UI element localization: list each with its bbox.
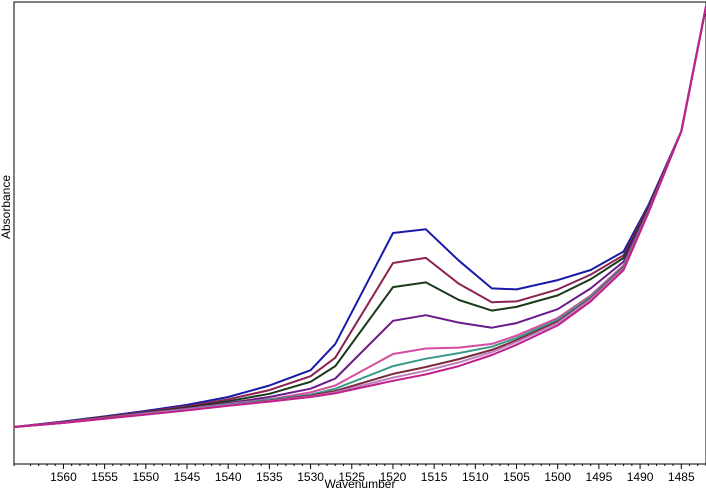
y-axis-title: Absorbance bbox=[0, 175, 13, 239]
series-line-9 bbox=[13, 6, 706, 428]
series-layer bbox=[13, 6, 706, 428]
x-tick-label: 1485 bbox=[668, 470, 695, 484]
x-tick-label: 1495 bbox=[586, 470, 613, 484]
x-tick-label: 1545 bbox=[174, 470, 201, 484]
x-tick-label: 1510 bbox=[462, 470, 489, 484]
x-tick-label: 1555 bbox=[91, 470, 118, 484]
x-tick-label: 1520 bbox=[380, 470, 407, 484]
x-tick-label: 1525 bbox=[338, 470, 365, 484]
x-tick-label: 1535 bbox=[256, 470, 283, 484]
x-axis-ticks: 1560 1555 1550 1545 1540 1535 1530 1525 1520 1515… bbox=[13, 464, 706, 484]
x-tick-label: 1540 bbox=[215, 470, 242, 484]
x-tick-label: 1500 bbox=[544, 470, 571, 484]
x-tick-label: 1530 bbox=[297, 470, 324, 484]
x-tick-label: 1490 bbox=[627, 470, 654, 484]
x-tick-label: 1550 bbox=[132, 470, 159, 484]
x-tick-label: 1515 bbox=[421, 470, 448, 484]
x-tick-label: 1505 bbox=[503, 470, 530, 484]
x-axis-title: Wavenumber bbox=[325, 477, 396, 490]
plot-frame bbox=[13, 1, 706, 465]
x-tick-label: 1560 bbox=[50, 470, 77, 484]
